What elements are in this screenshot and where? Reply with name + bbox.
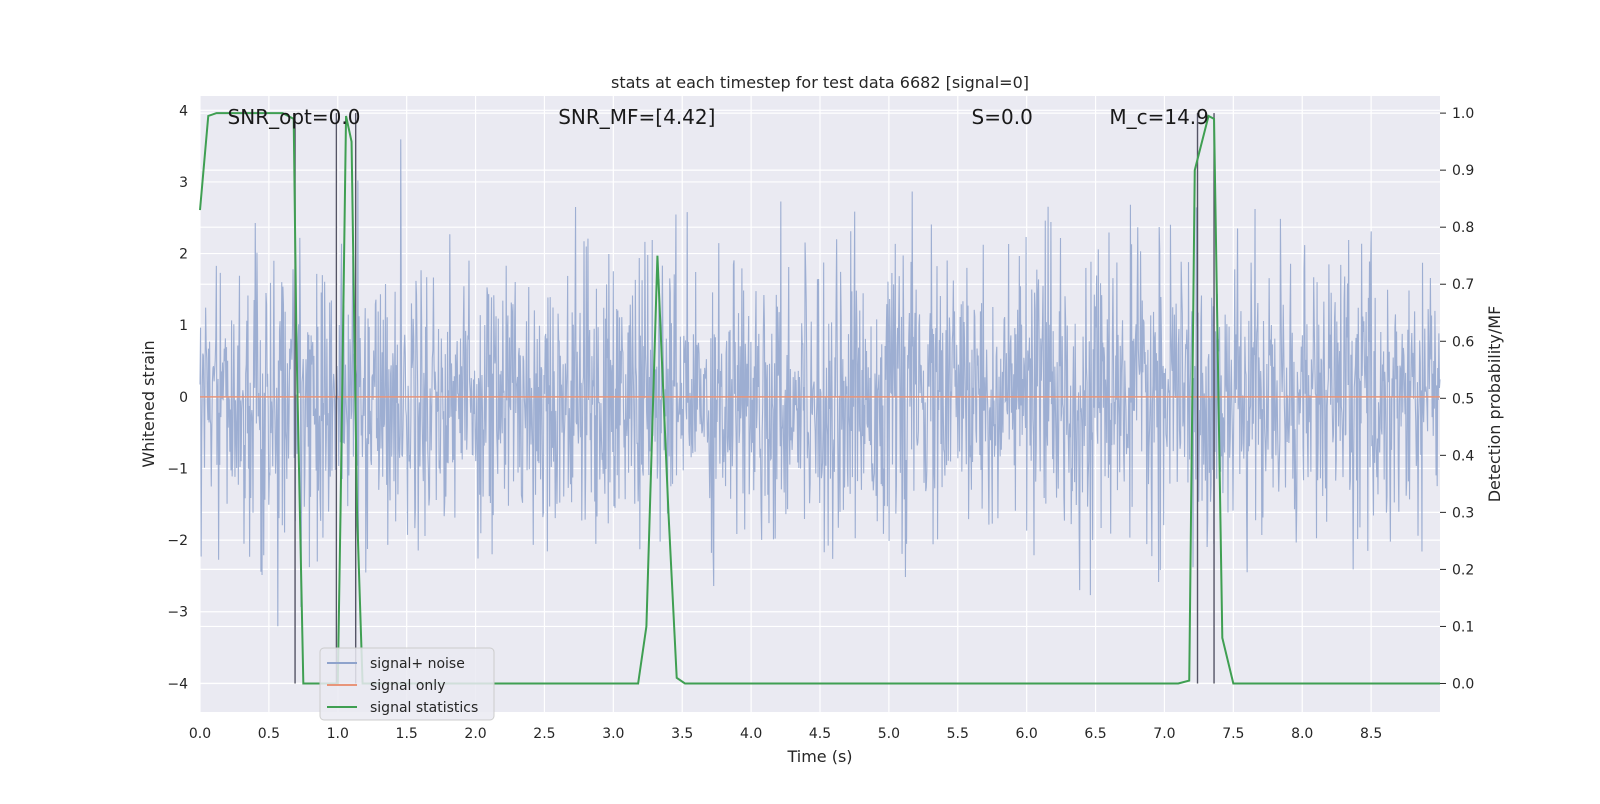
x-tick-label: 7.0: [1153, 726, 1175, 742]
y-tick-label: 0: [179, 390, 188, 406]
x-tick-label: 5.0: [878, 726, 900, 742]
x-tick-label: 0.5: [258, 726, 280, 742]
y2-tick-label: 1.0: [1452, 106, 1474, 122]
y2-tick-label: 0.6: [1452, 334, 1474, 350]
x-tick-label: 6.5: [1084, 726, 1106, 742]
x-tick-label: 5.5: [947, 726, 969, 742]
y-axis-ticks: 4 3 2 1 0 −1 −2 −3 −4: [167, 103, 188, 692]
y2-tick-label: 0.0: [1452, 676, 1474, 692]
noise-series: [199, 139, 1441, 627]
y2-tick-label: 0.2: [1452, 562, 1474, 578]
y-tick-label: −3: [167, 605, 188, 621]
x-tick-label: 2.0: [464, 726, 486, 742]
legend-label-signal-noise: signal+ noise: [370, 656, 465, 672]
x-tick-label: 3.5: [671, 726, 693, 742]
y2-tick-label: 0.1: [1452, 619, 1474, 635]
y2-tick-label: 0.8: [1452, 220, 1474, 236]
y-tick-label: −4: [167, 676, 188, 692]
legend-label-signal-statistics: signal statistics: [370, 700, 478, 716]
x-tick-label: 4.5: [809, 726, 831, 742]
x-tick-label: 4.0: [740, 726, 762, 742]
y-tick-label: −1: [167, 461, 188, 477]
x-axis-label: Time (s): [786, 747, 852, 766]
y-axis-label: Whitened strain: [139, 340, 158, 467]
y2-tick-label: 0.3: [1452, 505, 1474, 521]
x-tick-label: 2.5: [533, 726, 555, 742]
y2-tick-label: 0.7: [1452, 277, 1474, 293]
y2-axis-ticks: 1.0 0.9 0.8 0.7 0.6 0.5 0.4 0.3 0.2 0.1 0.0: [1440, 106, 1474, 692]
chart-title: stats at each timestep for test data 668…: [611, 73, 1029, 92]
x-tick-label: 0.0: [189, 726, 211, 742]
x-axis-ticks: 0.0 0.5 1.0 1.5 2.0 2.5 3.0 3.5 4.0 4.5 5.0 5.5 6.0 6…: [189, 726, 1382, 742]
x-tick-label: 8.0: [1291, 726, 1313, 742]
x-tick-label: 1.0: [327, 726, 349, 742]
legend: signal+ noise signal only signal statist…: [319, 647, 495, 721]
y-tick-label: 1: [179, 318, 188, 334]
y2-tick-label: 0.4: [1452, 448, 1474, 464]
y-tick-label: 2: [179, 247, 188, 263]
y2-axis-label: Detection probability/MF: [1485, 306, 1504, 503]
annotation-text: M_c=14.9: [1109, 105, 1209, 129]
x-tick-label: 8.5: [1360, 726, 1382, 742]
x-tick-label: 3.0: [602, 726, 624, 742]
y2-tick-label: 0.9: [1452, 163, 1474, 179]
y-tick-label: 4: [179, 103, 188, 119]
legend-box: [319, 647, 495, 721]
annotation-text: SNR_opt=0.0: [228, 105, 361, 129]
y-tick-label: 3: [179, 175, 188, 191]
x-tick-label: 6.0: [1016, 726, 1038, 742]
x-tick-label: 1.5: [396, 726, 418, 742]
y2-tick-label: 0.5: [1452, 391, 1474, 407]
legend-label-signal-only: signal only: [370, 678, 445, 694]
signal-statistics-line: [199, 112, 1440, 685]
annotation-text: SNR_MF=[4.42]: [558, 105, 715, 129]
signal-statistics-series: [199, 112, 1440, 685]
noise-trace: [199, 139, 1441, 627]
annotation-text: S=0.0: [972, 105, 1033, 129]
annotations: SNR_opt=0.0 SNR_MF=[4.42] S=0.0 M_c=14.9: [228, 105, 1209, 129]
y-tick-label: −2: [167, 533, 188, 549]
x-tick-label: 7.5: [1222, 726, 1244, 742]
